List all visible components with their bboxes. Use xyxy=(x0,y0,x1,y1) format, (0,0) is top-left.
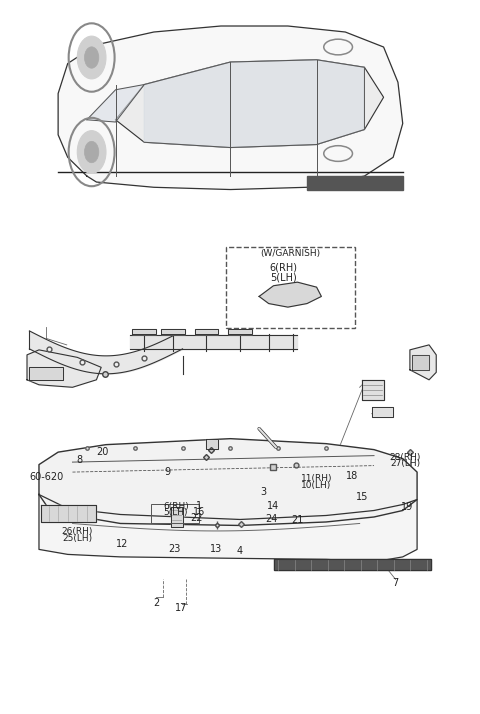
Polygon shape xyxy=(307,176,403,189)
Text: 26(RH): 26(RH) xyxy=(61,528,93,536)
Polygon shape xyxy=(206,438,218,448)
Text: 14: 14 xyxy=(267,501,280,511)
Text: 5(LH): 5(LH) xyxy=(270,272,297,282)
Bar xyxy=(226,246,355,328)
Polygon shape xyxy=(274,559,432,570)
Polygon shape xyxy=(259,282,322,307)
Text: (W/GARNISH): (W/GARNISH) xyxy=(260,249,320,258)
Polygon shape xyxy=(29,367,63,380)
Polygon shape xyxy=(39,438,417,526)
Text: 20: 20 xyxy=(96,447,109,457)
Polygon shape xyxy=(228,329,252,334)
Polygon shape xyxy=(39,495,417,562)
Polygon shape xyxy=(410,345,436,380)
Text: 21: 21 xyxy=(291,516,304,526)
Text: 7: 7 xyxy=(393,578,399,588)
Circle shape xyxy=(84,47,99,69)
Polygon shape xyxy=(362,380,384,400)
Text: 60-620: 60-620 xyxy=(29,472,63,482)
Text: 19: 19 xyxy=(401,502,414,512)
Text: 10(LH): 10(LH) xyxy=(301,481,332,490)
Polygon shape xyxy=(27,350,101,387)
Text: 2: 2 xyxy=(153,598,159,608)
Text: 28(RH): 28(RH) xyxy=(389,453,421,462)
Text: 6(RH): 6(RH) xyxy=(269,263,297,273)
Text: 3: 3 xyxy=(260,487,266,497)
Bar xyxy=(152,503,199,523)
Text: 16: 16 xyxy=(193,507,205,517)
Polygon shape xyxy=(372,407,393,417)
Polygon shape xyxy=(161,329,185,334)
Polygon shape xyxy=(116,60,384,148)
Text: 25(LH): 25(LH) xyxy=(62,534,92,543)
Polygon shape xyxy=(194,329,218,334)
Polygon shape xyxy=(87,84,144,122)
Text: 11(RH): 11(RH) xyxy=(301,474,332,483)
Polygon shape xyxy=(144,60,364,148)
Text: 24: 24 xyxy=(265,515,277,525)
Text: 6(RH): 6(RH) xyxy=(163,502,189,511)
Text: 27(LH): 27(LH) xyxy=(390,459,420,468)
Text: 15: 15 xyxy=(356,492,368,502)
Text: 12: 12 xyxy=(116,539,128,549)
Polygon shape xyxy=(58,26,403,189)
Text: 22: 22 xyxy=(191,513,203,523)
Polygon shape xyxy=(132,329,156,334)
Polygon shape xyxy=(41,505,96,522)
Text: 18: 18 xyxy=(347,471,359,481)
Text: 4: 4 xyxy=(237,546,243,556)
Text: 17: 17 xyxy=(175,603,188,613)
Circle shape xyxy=(77,131,106,174)
Polygon shape xyxy=(412,355,429,370)
Circle shape xyxy=(77,36,106,79)
Text: 1: 1 xyxy=(196,501,203,511)
Text: 9: 9 xyxy=(164,467,170,477)
Text: 5(LH): 5(LH) xyxy=(163,508,188,518)
Text: 8: 8 xyxy=(77,455,83,465)
Circle shape xyxy=(84,141,99,163)
Text: 13: 13 xyxy=(210,544,222,554)
Polygon shape xyxy=(170,507,182,527)
Text: 23: 23 xyxy=(168,544,180,554)
